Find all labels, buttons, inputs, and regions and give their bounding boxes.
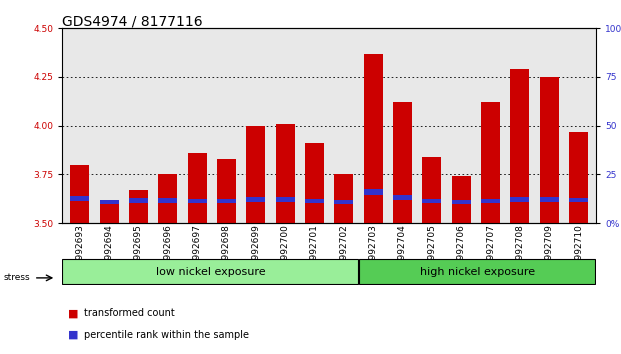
Bar — [481, 199, 500, 202]
Bar — [276, 124, 294, 223]
Bar — [569, 198, 588, 201]
Text: stress: stress — [3, 273, 30, 282]
Bar — [99, 200, 119, 223]
Bar — [188, 153, 207, 223]
Text: ■: ■ — [68, 330, 79, 339]
Bar — [129, 198, 148, 202]
Bar — [481, 102, 500, 223]
Text: percentile rank within the sample: percentile rank within the sample — [84, 330, 249, 339]
Bar — [217, 199, 236, 202]
Bar — [569, 131, 588, 223]
Bar — [70, 165, 89, 223]
Bar — [334, 200, 353, 204]
Bar — [129, 190, 148, 223]
Bar — [158, 174, 177, 223]
Bar — [305, 143, 324, 223]
Text: low nickel exposure: low nickel exposure — [156, 267, 265, 277]
Bar — [510, 69, 529, 223]
Bar — [70, 196, 89, 201]
Bar — [451, 176, 471, 223]
Bar — [62, 259, 358, 284]
Bar — [364, 189, 383, 195]
Bar — [510, 197, 529, 201]
Bar — [422, 157, 442, 223]
Bar — [334, 174, 353, 223]
Text: ■: ■ — [68, 308, 79, 318]
Bar — [305, 199, 324, 202]
Text: high nickel exposure: high nickel exposure — [420, 267, 535, 277]
Bar — [393, 195, 412, 200]
Bar — [364, 53, 383, 223]
Bar — [422, 199, 442, 202]
Bar — [247, 126, 265, 223]
Text: transformed count: transformed count — [84, 308, 175, 318]
Bar — [188, 199, 207, 202]
Bar — [99, 200, 119, 204]
Text: GDS4974 / 8177116: GDS4974 / 8177116 — [62, 14, 202, 28]
Bar — [276, 197, 294, 201]
Bar — [540, 77, 559, 223]
Bar — [158, 198, 177, 202]
Bar — [359, 259, 595, 284]
Bar — [540, 197, 559, 201]
Bar — [247, 197, 265, 201]
Bar — [393, 102, 412, 223]
Bar — [217, 159, 236, 223]
Bar — [451, 200, 471, 204]
